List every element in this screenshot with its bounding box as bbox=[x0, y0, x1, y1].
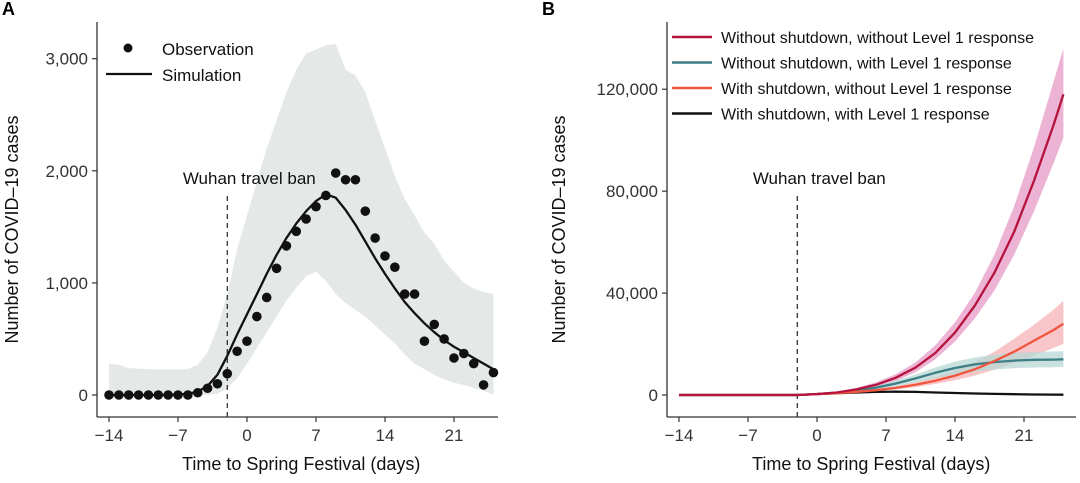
observation-point bbox=[370, 233, 380, 243]
y-tick-label: 120,000 bbox=[597, 80, 658, 99]
confidence-band bbox=[679, 300, 1064, 395]
observation-point bbox=[261, 292, 272, 303]
observation-point bbox=[478, 380, 489, 390]
panel-a-label: A bbox=[2, 0, 15, 19]
observation-point bbox=[301, 214, 311, 224]
travel-ban-label: Wuhan travel ban bbox=[183, 169, 316, 188]
travel-ban-annotation-group: Wuhan travel ban bbox=[183, 169, 316, 417]
observation-point bbox=[291, 226, 302, 237]
observation-point bbox=[488, 367, 499, 378]
confidence-band bbox=[679, 351, 1064, 395]
travel-ban-label: Wuhan travel ban bbox=[753, 169, 886, 188]
observation-point bbox=[390, 262, 400, 273]
legend-simulation-label: Simulation bbox=[162, 66, 241, 85]
observation-point bbox=[252, 311, 262, 322]
observation-point bbox=[173, 390, 183, 400]
y-tick-label: 3,000 bbox=[45, 50, 88, 69]
x-axis-label: Time to Spring Festival (days) bbox=[182, 454, 420, 474]
observation-point bbox=[340, 174, 351, 185]
legend-a: Observation Simulation bbox=[106, 40, 254, 85]
observation-point bbox=[321, 190, 331, 201]
series-lines-group bbox=[679, 93, 1065, 397]
legend-label: With shutdown, without Level 1 response bbox=[721, 81, 1012, 98]
x-tick-label: 7 bbox=[311, 426, 320, 445]
observation-point bbox=[468, 358, 479, 369]
observation-point bbox=[222, 368, 233, 379]
x-tick-label: −7 bbox=[738, 426, 757, 445]
observation-point bbox=[350, 174, 361, 185]
observation-point bbox=[330, 168, 341, 178]
observation-point bbox=[104, 390, 114, 400]
y-axis-label: Number of COVID–19 cases bbox=[2, 115, 22, 343]
x-tick-label: −7 bbox=[168, 426, 187, 445]
x-tick-label: 0 bbox=[242, 426, 251, 445]
y-tick-label: 1,000 bbox=[45, 274, 88, 293]
confidence-band-group bbox=[109, 44, 494, 395]
x-axis-label: Time to Spring Festival (days) bbox=[752, 454, 990, 474]
observation-point bbox=[212, 378, 223, 389]
observation-point bbox=[409, 289, 420, 299]
y-tick-label: 80,000 bbox=[606, 182, 658, 201]
confidence-band bbox=[109, 44, 494, 395]
travel-ban-annotation-group: Wuhan travel ban bbox=[753, 169, 886, 417]
legend-b: Without shutdown, without Level 1 respon… bbox=[672, 30, 1034, 124]
observation-point bbox=[380, 251, 390, 261]
observation-point bbox=[311, 201, 321, 212]
axes-group: −14 −7 0 7 14 21 0 40,000 80,000 120,000 bbox=[597, 22, 1076, 445]
observation-point bbox=[429, 319, 440, 330]
x-tick-label: 14 bbox=[946, 426, 965, 445]
y-tick-label: 0 bbox=[649, 386, 658, 405]
x-tick-label: 21 bbox=[1015, 426, 1034, 445]
observation-point bbox=[123, 390, 134, 400]
y-axis-label: Number of COVID–19 cases bbox=[549, 115, 569, 343]
panel-a: A Wuhan travel ban −14 −7 0 7 14 21 0 1,000 2,00… bbox=[2, 0, 499, 474]
legend-observation-label: Observation bbox=[162, 40, 254, 59]
observation-point bbox=[242, 336, 252, 346]
x-tick-label: 7 bbox=[881, 426, 890, 445]
series-line bbox=[679, 93, 1065, 397]
observation-point bbox=[459, 348, 469, 359]
observation-points-group bbox=[104, 168, 499, 400]
observation-point bbox=[183, 390, 193, 400]
observation-point bbox=[143, 390, 154, 400]
observation-point bbox=[153, 390, 164, 400]
observation-point bbox=[114, 390, 124, 400]
x-tick-label: −14 bbox=[665, 426, 694, 445]
observation-point bbox=[449, 353, 459, 363]
panel-b: B Wuhan travel ban −14 −7 0 7 14 21 0 40,000 80,… bbox=[542, 0, 1076, 474]
panel-b-label: B bbox=[542, 0, 555, 19]
observation-point bbox=[281, 241, 292, 251]
confidence-band bbox=[679, 48, 1064, 395]
x-tick-label: −14 bbox=[95, 426, 124, 445]
confidence-bands-group bbox=[679, 48, 1064, 395]
legend-observation-marker bbox=[123, 43, 133, 53]
axes-group: −14 −7 0 7 14 21 0 1,000 2,000 3,000 bbox=[45, 22, 498, 445]
observation-point bbox=[439, 334, 449, 344]
observation-point bbox=[163, 390, 173, 400]
observation-point bbox=[192, 387, 203, 398]
observation-point bbox=[133, 390, 144, 400]
observation-point bbox=[271, 263, 282, 274]
observation-point bbox=[360, 206, 371, 216]
legend-label: Without shutdown, without Level 1 respon… bbox=[721, 30, 1034, 47]
y-tick-label: 2,000 bbox=[45, 162, 88, 181]
x-tick-label: 21 bbox=[445, 426, 464, 445]
y-tick-label: 40,000 bbox=[606, 284, 658, 303]
observation-point bbox=[399, 289, 410, 299]
x-tick-label: 14 bbox=[376, 426, 395, 445]
y-tick-label: 0 bbox=[79, 386, 88, 405]
observation-point bbox=[232, 346, 242, 357]
observation-point bbox=[202, 383, 213, 394]
observation-point bbox=[419, 336, 430, 346]
legend-label: With shutdown, with Level 1 response bbox=[721, 107, 990, 124]
x-tick-label: 0 bbox=[812, 426, 821, 445]
legend-label: Without shutdown, with Level 1 response bbox=[721, 56, 1012, 73]
